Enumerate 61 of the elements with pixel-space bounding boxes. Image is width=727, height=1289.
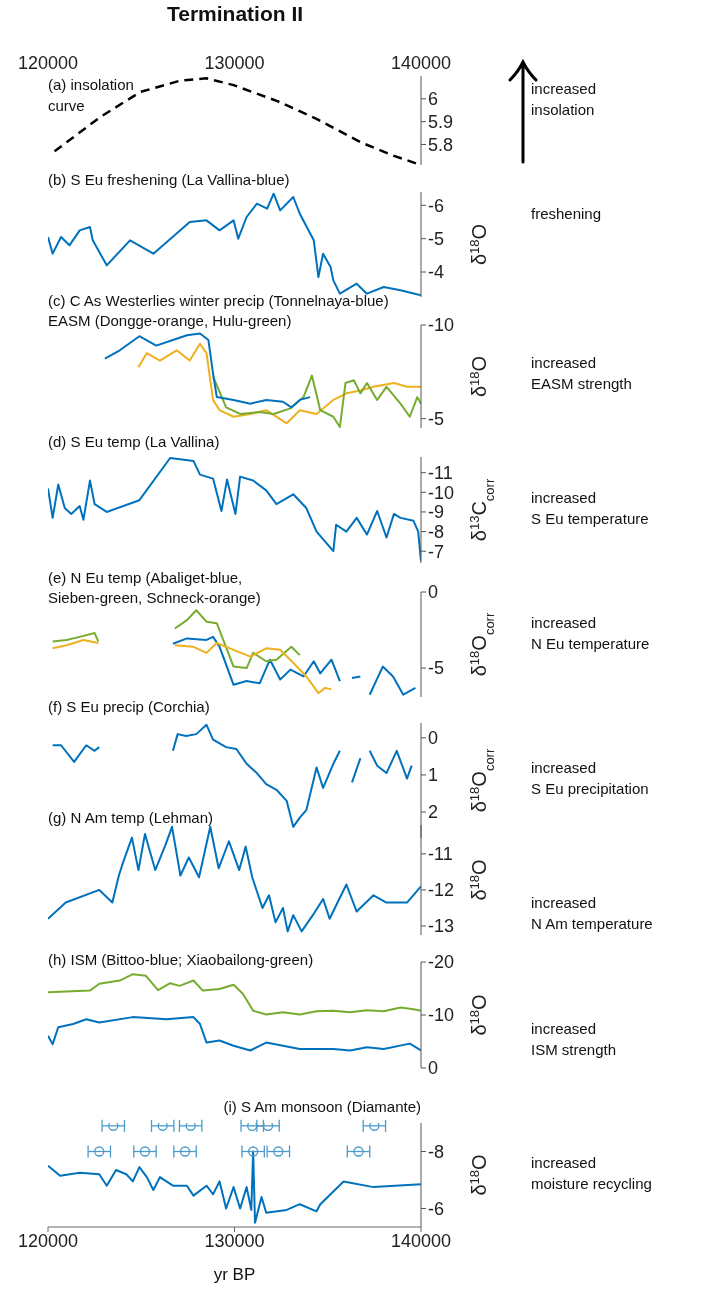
y-tick-label: -6 [428, 1198, 445, 1219]
text: increased N Eu temperature [531, 613, 651, 654]
y-tick-label: 2 [428, 802, 439, 823]
x-tick-label: 130000 [204, 1230, 265, 1251]
chart-title: (h) ISM (Bittoo-blue; Xiaobailong-green) [48, 951, 314, 968]
y-tick-label: -5 [428, 229, 445, 250]
y-tick-label: 0 [428, 1058, 439, 1079]
x-tick-label: 140000 [390, 53, 452, 73]
y-tick-label: 5.9 [428, 112, 454, 133]
text: increased S Eu temperature [531, 488, 650, 529]
y-tick-label: -10 [428, 1005, 455, 1026]
x-tick-label: 140000 [390, 1230, 452, 1251]
text: increased insolation [531, 79, 598, 120]
chart-title: (c) C As Westerlies winter precip (Tonnelnaya-blue) [48, 291, 390, 311]
y-tick-label: -8 [428, 521, 445, 542]
y-tick-label: -6 [428, 195, 445, 216]
line-series [137, 342, 421, 425]
line-series [103, 332, 312, 409]
x-tick-label: 120000 [17, 1230, 79, 1251]
line-series [212, 374, 421, 428]
y-tick-label: -10 [428, 482, 455, 503]
y-tick-label: -11 [428, 844, 453, 865]
line-series [48, 1150, 421, 1224]
chart-subtitle: EASM (Dongge-orange, Hulu-green) [48, 312, 292, 329]
chart-title: (g) N Am temp (Lehman) [48, 809, 214, 826]
text: increased EASM strength [531, 353, 633, 394]
chart-title: (b) S Eu freshening (La Vallina-blue) [48, 170, 291, 190]
y-tick-label: -5 [428, 658, 445, 679]
line-series [48, 825, 421, 933]
annotation: (a) insolation curve [48, 75, 135, 116]
line-series [48, 1016, 421, 1052]
y-tick-label: -13 [428, 916, 455, 937]
line-series [48, 973, 421, 1016]
chart-title: (f) S Eu precip (Corchia) [48, 697, 211, 717]
y-tick-label: -4 [428, 262, 445, 283]
y-tick-label: 5.8 [428, 134, 454, 155]
y-tick-label: -10 [428, 315, 455, 336]
chart-title: (i) S Am monsoon (Diamante) [222, 1097, 421, 1117]
y-tick-label: -5 [428, 409, 445, 430]
text: increased N Am temperature [531, 893, 654, 934]
y-tick-label: -9 [428, 502, 445, 523]
text: increased S Eu precipitation [531, 758, 650, 799]
chart-title: (e) N Eu temp (Abaliget-blue, Sieben-green, Schneck-orange) [48, 569, 261, 606]
line-series [48, 192, 421, 297]
y-tick-label: -7 [428, 541, 445, 562]
text: increased moisture recycling [531, 1153, 653, 1194]
y-tick-label: -11 [428, 463, 453, 484]
y-tick-label: 1 [428, 765, 439, 786]
y-tick-label: -8 [428, 1141, 445, 1162]
text: increased ISM strength [531, 1019, 618, 1060]
y-tick-label: -12 [428, 880, 455, 901]
x-tick-label: 130000 [204, 53, 265, 73]
x-axis-title: yr BP [212, 1265, 257, 1285]
y-tick-label: 0 [428, 728, 439, 749]
y-tick-label: 0 [428, 582, 439, 603]
x-tick-label: 120000 [17, 53, 79, 73]
text: freshening [531, 204, 603, 224]
chart-title: (d) S Eu temp (La Vallina) [48, 432, 221, 452]
chart-title: Termination II [165, 2, 305, 25]
y-tick-label: 6 [428, 89, 439, 110]
y-tick-label: -20 [428, 952, 455, 973]
